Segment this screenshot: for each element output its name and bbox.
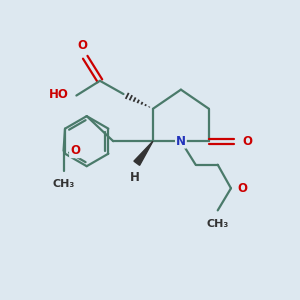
- Text: CH₃: CH₃: [207, 219, 229, 229]
- Text: O: O: [77, 39, 87, 52]
- Text: O: O: [70, 144, 80, 157]
- Text: O: O: [238, 182, 248, 195]
- Text: CH₃: CH₃: [52, 179, 75, 189]
- Text: N: N: [176, 135, 186, 148]
- Text: H: H: [130, 171, 140, 184]
- Polygon shape: [134, 141, 153, 165]
- Text: HO: HO: [49, 88, 69, 100]
- Text: O: O: [242, 135, 252, 148]
